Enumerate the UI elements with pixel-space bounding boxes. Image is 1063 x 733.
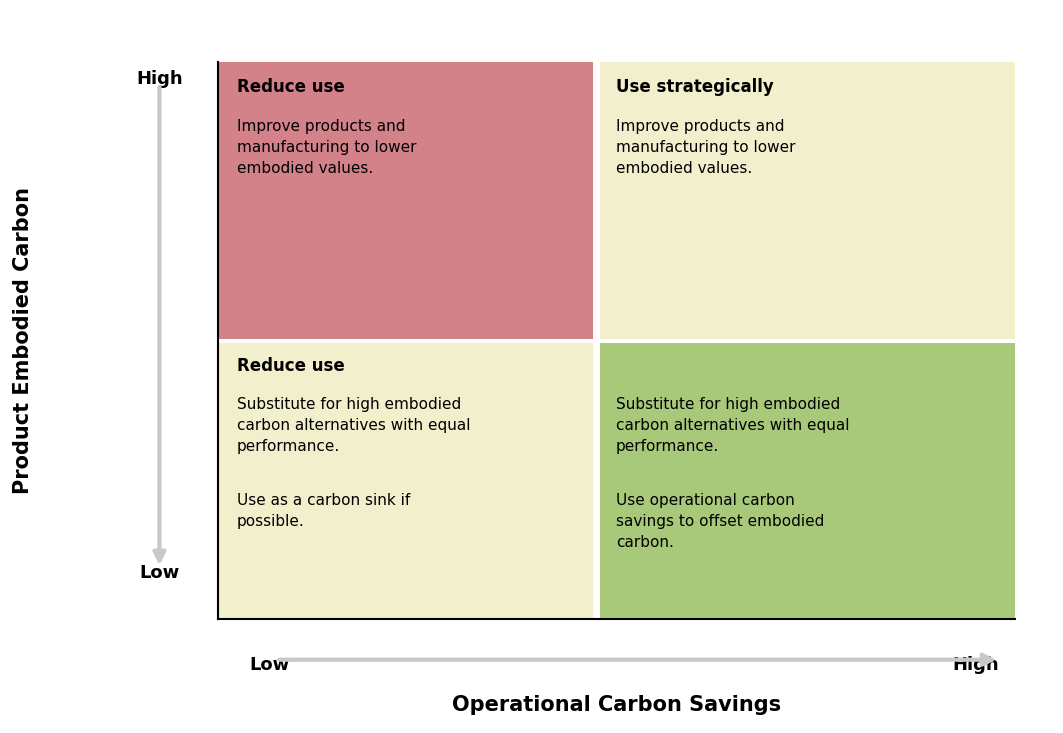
Text: Reduce use: Reduce use	[237, 357, 344, 375]
Text: ; maximize  benefit: ; maximize benefit	[672, 357, 853, 375]
Text: Low: Low	[139, 564, 180, 583]
Text: Low: Low	[250, 656, 290, 674]
Text: Improve products and
manufacturing to lower
embodied values.: Improve products and manufacturing to lo…	[615, 119, 795, 176]
Text: High: High	[952, 656, 999, 674]
Text: Substitute for high embodied
carbon alternatives with equal
performance.: Substitute for high embodied carbon alte…	[615, 397, 849, 454]
Text: more: more	[644, 357, 693, 375]
Text: Improve products and
manufacturing to lower
embodied values.: Improve products and manufacturing to lo…	[237, 119, 417, 176]
Text: Use: Use	[615, 357, 656, 375]
Text: Use operational carbon
savings to offset embodied
carbon.: Use operational carbon savings to offset…	[615, 493, 824, 550]
Text: Reduce use: Reduce use	[237, 78, 344, 97]
Text: Use as a carbon sink if
possible.: Use as a carbon sink if possible.	[237, 493, 410, 528]
Text: Substitute for high embodied
carbon alternatives with equal
performance.: Substitute for high embodied carbon alte…	[237, 397, 471, 454]
Text: Use strategically: Use strategically	[615, 78, 774, 97]
Text: High: High	[136, 70, 183, 88]
Text: Product Embodied Carbon: Product Embodied Carbon	[14, 188, 33, 494]
Text: Operational Carbon Savings: Operational Carbon Savings	[452, 695, 781, 715]
